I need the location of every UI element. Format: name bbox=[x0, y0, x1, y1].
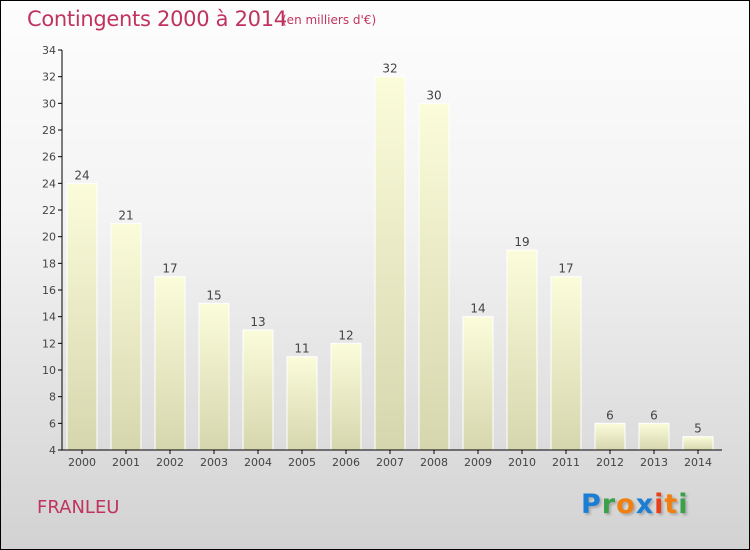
data-label: 13 bbox=[250, 315, 265, 329]
bar bbox=[506, 249, 538, 451]
bar bbox=[550, 276, 582, 451]
bar bbox=[110, 222, 142, 451]
data-label: 30 bbox=[426, 88, 441, 102]
data-label: 21 bbox=[118, 208, 133, 222]
x-tick-label: 2006 bbox=[332, 456, 360, 469]
data-label: 11 bbox=[294, 342, 309, 356]
y-tick-label: 22 bbox=[42, 204, 56, 217]
y-tick-label: 28 bbox=[42, 124, 56, 137]
x-tick-label: 2008 bbox=[420, 456, 448, 469]
y-tick-label: 18 bbox=[42, 257, 56, 270]
data-label: 17 bbox=[558, 262, 573, 276]
y-tick-label: 4 bbox=[49, 444, 56, 457]
x-tick-label: 2012 bbox=[596, 456, 624, 469]
y-tick-label: 8 bbox=[49, 391, 56, 404]
data-label: 5 bbox=[694, 422, 702, 436]
x-tick-label: 2014 bbox=[684, 456, 712, 469]
data-label: 19 bbox=[514, 235, 529, 249]
y-tick-label: 24 bbox=[42, 177, 56, 190]
bar bbox=[682, 436, 714, 451]
chart-subtitle: (en milliers d'€) bbox=[282, 13, 377, 27]
y-tick-label: 34 bbox=[42, 44, 56, 57]
y-tick-label: 26 bbox=[42, 151, 56, 164]
x-tick-label: 2007 bbox=[376, 456, 404, 469]
data-label: 17 bbox=[162, 262, 177, 276]
y-tick-label: 30 bbox=[42, 97, 56, 110]
data-label: 32 bbox=[382, 62, 397, 76]
bar bbox=[462, 316, 494, 451]
bar bbox=[242, 329, 274, 451]
x-tick-label: 2005 bbox=[288, 456, 316, 469]
x-tick-label: 2001 bbox=[112, 456, 140, 469]
x-tick-label: 2002 bbox=[156, 456, 184, 469]
x-tick-label: 2003 bbox=[200, 456, 228, 469]
bar bbox=[154, 276, 186, 451]
y-tick-label: 16 bbox=[42, 284, 56, 297]
y-tick-label: 32 bbox=[42, 71, 56, 84]
y-tick-label: 20 bbox=[42, 231, 56, 244]
y-tick-label: 10 bbox=[42, 364, 56, 377]
x-tick-label: 2009 bbox=[464, 456, 492, 469]
data-label: 6 bbox=[606, 408, 614, 422]
bar bbox=[418, 102, 450, 451]
data-label: 24 bbox=[74, 168, 89, 182]
bar bbox=[638, 422, 670, 451]
bar bbox=[330, 342, 362, 451]
y-tick-label: 12 bbox=[42, 337, 56, 350]
x-tick-label: 2010 bbox=[508, 456, 536, 469]
bar bbox=[286, 356, 318, 451]
x-tick-label: 2000 bbox=[68, 456, 96, 469]
data-label: 6 bbox=[650, 408, 658, 422]
x-tick-label: 2004 bbox=[244, 456, 272, 469]
proxiti-logo: Proxiti bbox=[581, 489, 689, 520]
bar bbox=[66, 182, 98, 451]
data-label: 12 bbox=[338, 328, 353, 342]
commune-name: FRANLEU bbox=[37, 497, 120, 518]
x-tick-label: 2011 bbox=[552, 456, 580, 469]
y-tick-label: 6 bbox=[49, 417, 56, 430]
bar bbox=[198, 302, 230, 451]
chart-title: Contingents 2000 à 2014 bbox=[27, 7, 287, 31]
x-tick-label: 2013 bbox=[640, 456, 668, 469]
y-tick-label: 14 bbox=[42, 311, 56, 324]
bar bbox=[594, 422, 626, 451]
data-label: 15 bbox=[206, 288, 221, 302]
bar bbox=[374, 76, 406, 451]
data-label: 14 bbox=[470, 302, 485, 316]
